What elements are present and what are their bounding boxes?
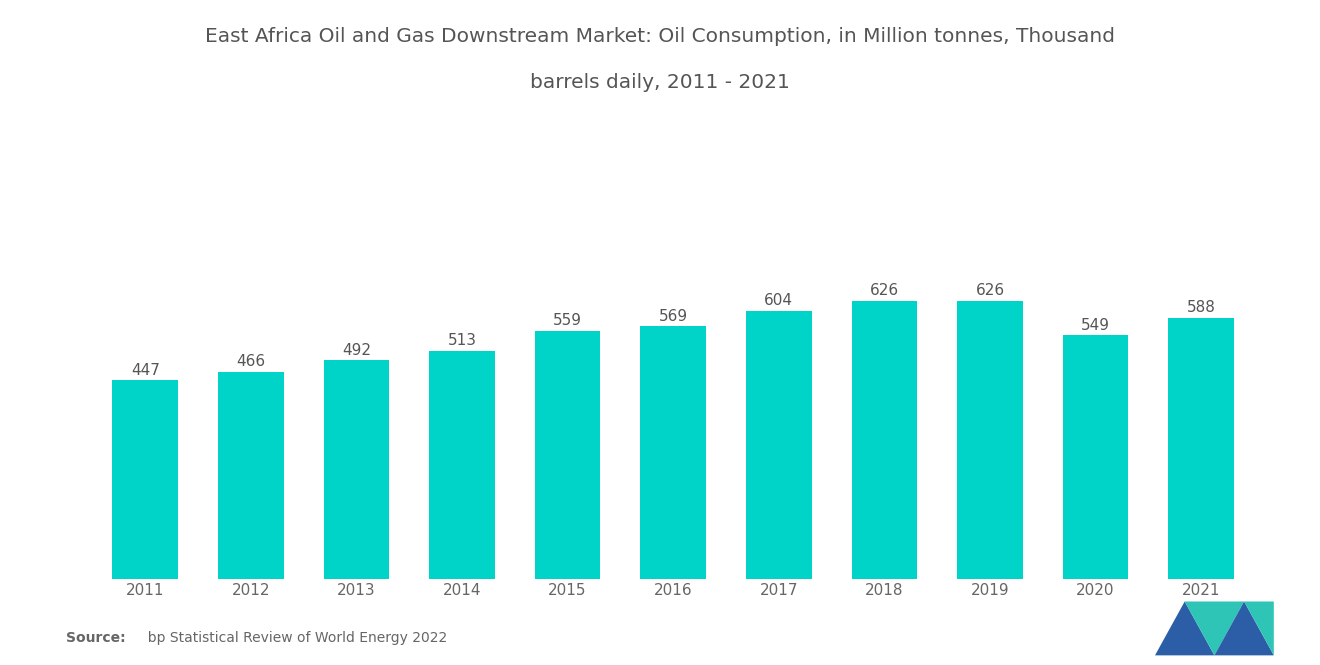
Text: 559: 559 (553, 313, 582, 328)
Bar (957, 301, 1023, 579)
Bar (1063, 335, 1129, 579)
Bar (323, 360, 389, 579)
Polygon shape (1214, 601, 1274, 656)
Bar (535, 331, 601, 579)
Text: 492: 492 (342, 342, 371, 358)
Text: East Africa Oil and Gas Downstream Market: Oil Consumption, in Million tonnes, T: East Africa Oil and Gas Downstream Marke… (205, 27, 1115, 46)
Text: 626: 626 (975, 283, 1005, 299)
Text: 513: 513 (447, 333, 477, 348)
Bar (1168, 318, 1234, 579)
Bar (851, 301, 917, 579)
Bar (218, 372, 284, 579)
Text: Source:: Source: (66, 631, 125, 645)
Text: 569: 569 (659, 309, 688, 324)
Polygon shape (1185, 601, 1243, 656)
Text: 626: 626 (870, 283, 899, 299)
Bar (746, 311, 812, 579)
Text: 604: 604 (764, 293, 793, 308)
Text: 447: 447 (131, 362, 160, 378)
Bar (429, 351, 495, 579)
Text: 466: 466 (236, 354, 265, 369)
Text: bp Statistical Review of World Energy 2022: bp Statistical Review of World Energy 20… (139, 631, 447, 645)
Text: 588: 588 (1187, 300, 1216, 315)
Polygon shape (1155, 601, 1214, 656)
Polygon shape (1243, 601, 1274, 656)
Text: 549: 549 (1081, 317, 1110, 332)
Bar (112, 380, 178, 579)
Text: barrels daily, 2011 - 2021: barrels daily, 2011 - 2021 (531, 73, 789, 92)
Bar (640, 327, 706, 579)
